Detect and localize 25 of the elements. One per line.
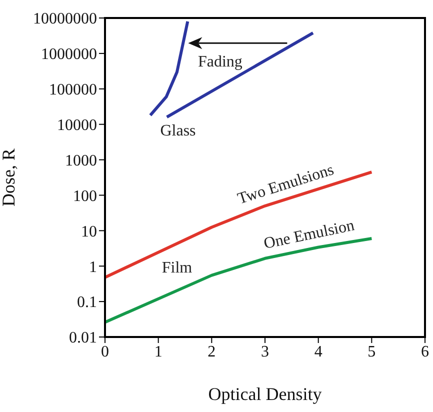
y-axis-title: Dose, R — [0, 148, 18, 206]
text: One Emulsion — [262, 217, 356, 253]
x-tick-label: 1 — [154, 343, 162, 360]
line-series — [148, 20, 190, 117]
y-tick-label: 1 — [89, 258, 97, 276]
x-tick-label: 6 — [421, 343, 429, 360]
y-tick-label: 10000000 — [33, 10, 97, 28]
y-tick-label: 1000 — [65, 152, 97, 170]
x-tick-label: 0 — [101, 343, 109, 360]
series-label: Glass — [160, 122, 196, 140]
y-tick-label: 100 — [73, 188, 97, 205]
y-tick-label: 10 — [81, 223, 97, 240]
x-tick-label: 2 — [208, 343, 216, 360]
y-tick-label: 1000000 — [41, 46, 97, 64]
annotation: Film — [162, 260, 193, 276]
y-tick-label: 0.1 — [77, 294, 97, 312]
y-tick-label: 10000 — [57, 117, 97, 134]
y-tick-label: 0.01 — [69, 330, 97, 347]
y-tick-label: 100000 — [49, 82, 97, 99]
text: Two Emulsions — [236, 161, 336, 208]
x-tick-label: 3 — [261, 343, 269, 360]
x-axis-title: Optical Density — [208, 384, 322, 404]
x-tick-label: 5 — [368, 343, 376, 360]
annotation: Fading — [198, 54, 242, 71]
x-tick-label: 4 — [314, 343, 322, 360]
